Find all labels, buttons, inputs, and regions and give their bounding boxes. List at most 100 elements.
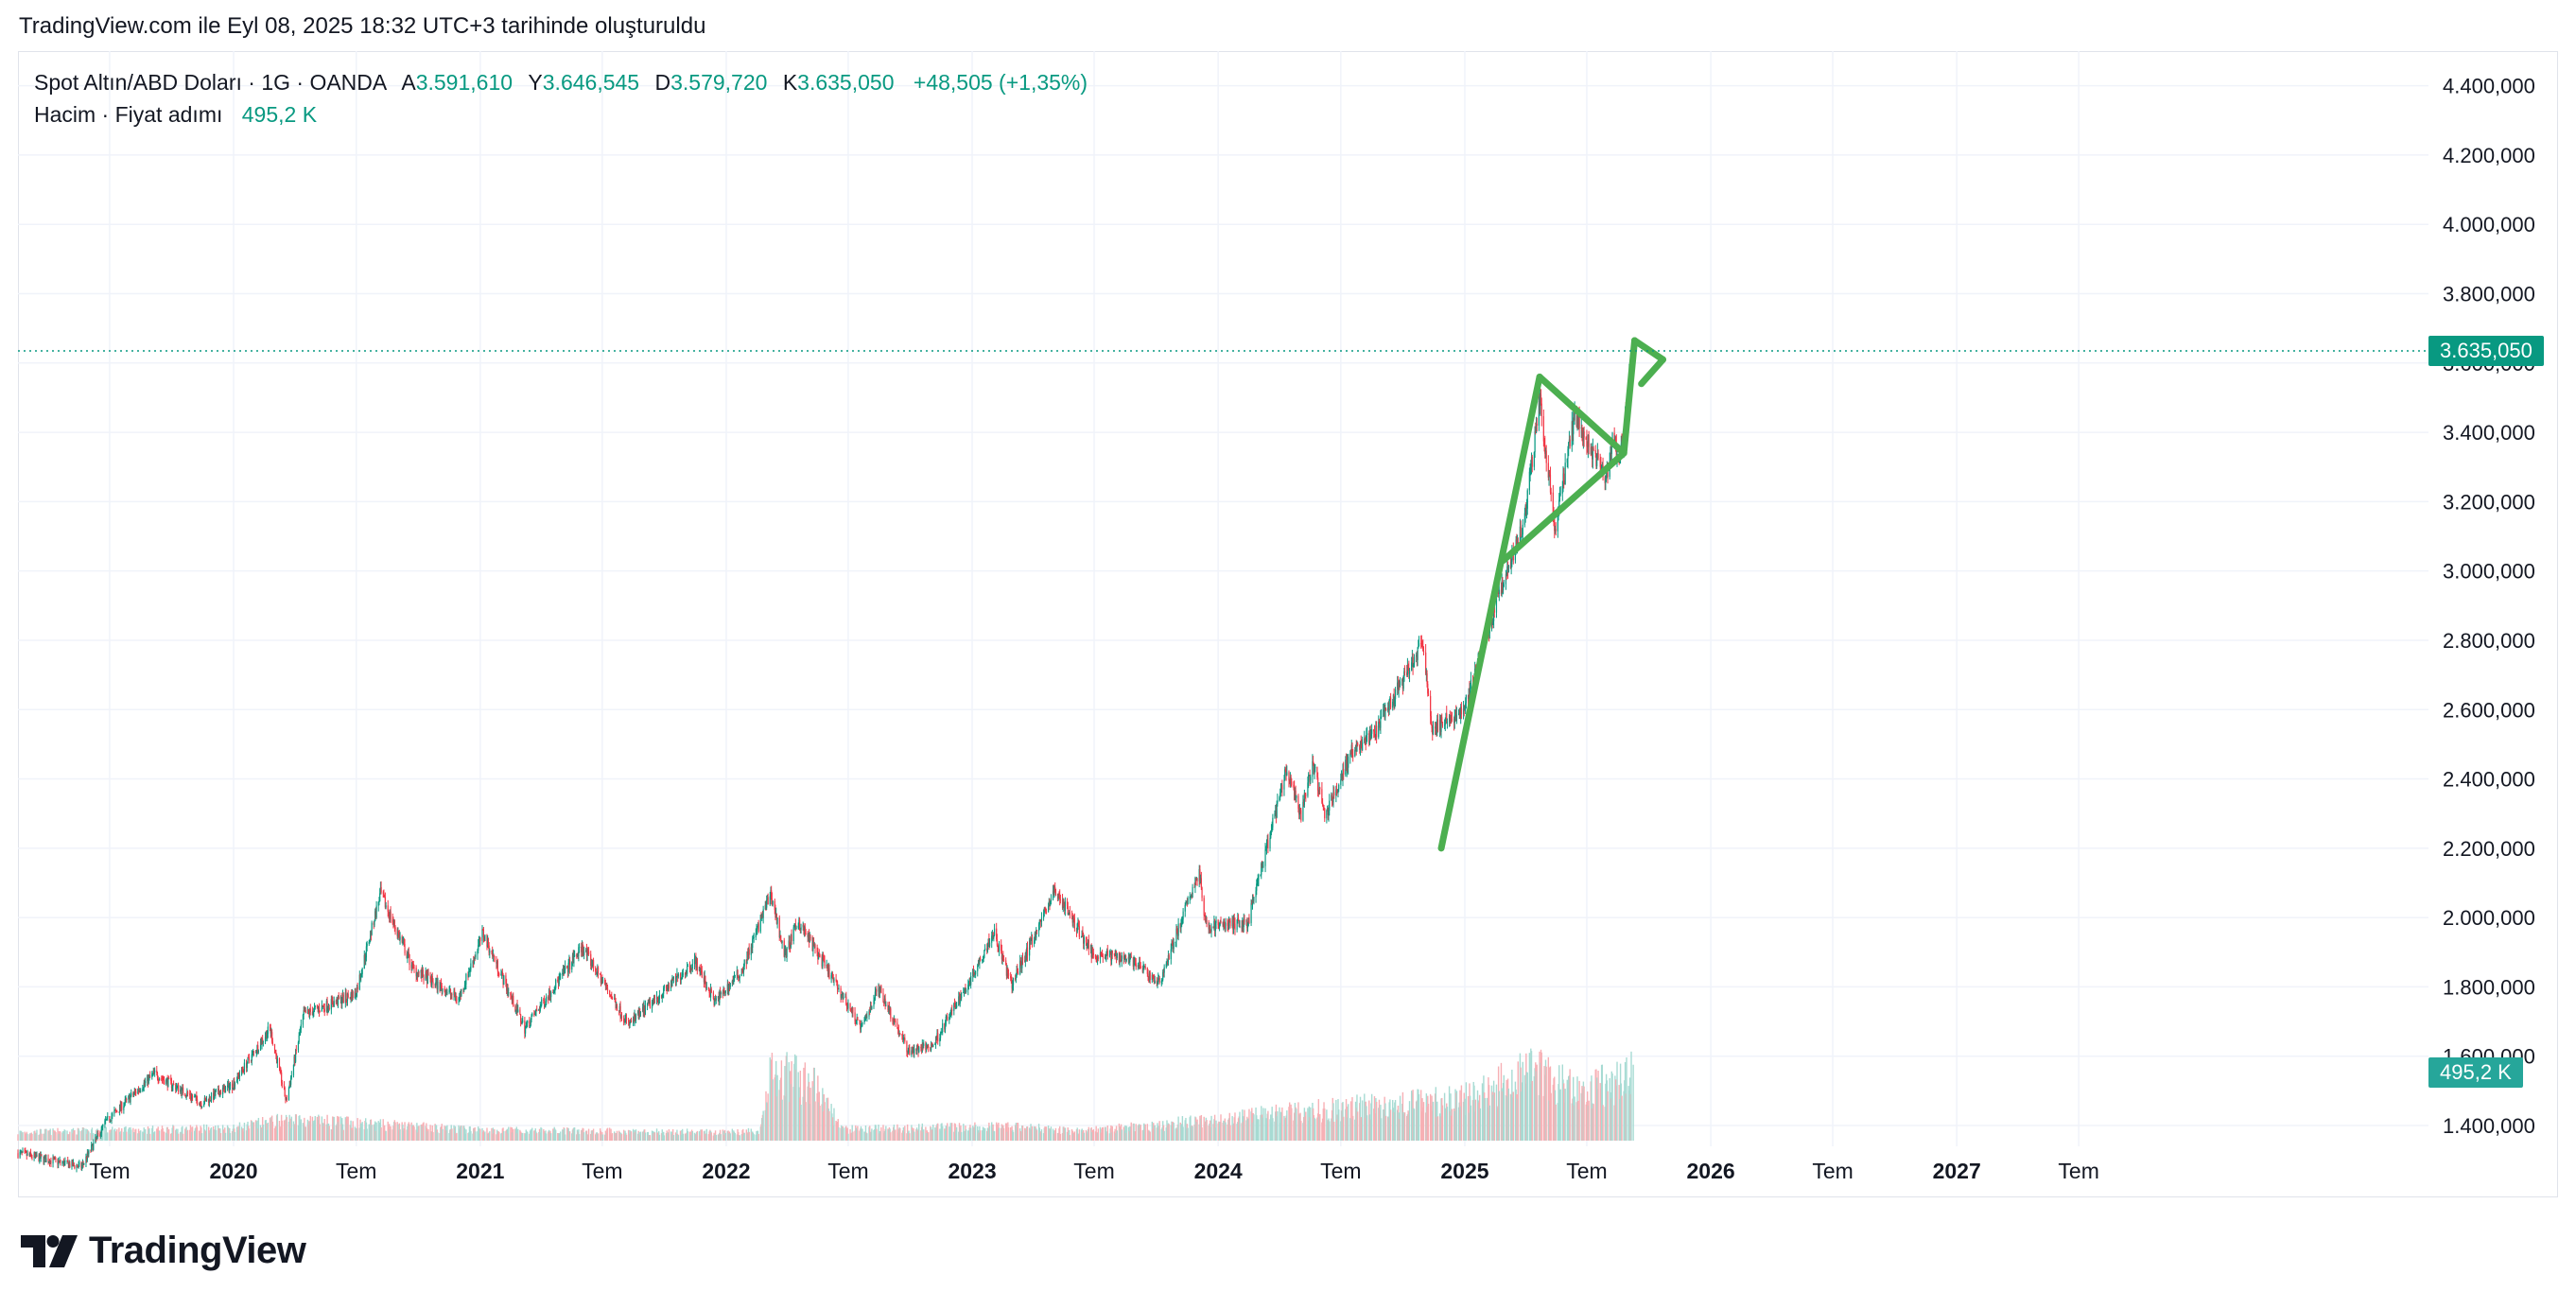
volume-bar (1471, 1100, 1474, 1141)
volume-bar (1424, 1112, 1427, 1141)
candle-body (318, 1007, 321, 1012)
candle-body (860, 1021, 862, 1030)
volume-bar (805, 1102, 807, 1141)
volume-bar (1422, 1107, 1424, 1141)
volume-bar (491, 1127, 493, 1141)
candle-body (1047, 906, 1050, 913)
volume-bar (1293, 1120, 1295, 1141)
candle-body (586, 951, 588, 956)
volume-bar (437, 1132, 439, 1141)
candle-body (836, 980, 838, 982)
candle-body (110, 1120, 112, 1122)
volume-bar (1025, 1127, 1027, 1141)
volume-bar (823, 1094, 825, 1141)
volume-bar (73, 1130, 75, 1141)
candle-body (345, 992, 347, 1000)
volume-bar (779, 1079, 781, 1141)
volume-bar (468, 1132, 470, 1141)
candle-body (925, 1043, 927, 1051)
candle-body (456, 999, 458, 1001)
volume-bar (1630, 1051, 1632, 1141)
candle-body (1198, 868, 1200, 881)
volume-bar (712, 1135, 715, 1141)
candle-body (114, 1109, 116, 1111)
volume-bar (587, 1128, 590, 1141)
volume-bar (1175, 1128, 1178, 1141)
candle-body (728, 985, 730, 991)
candle-body (208, 1098, 210, 1103)
candle-body (1237, 917, 1240, 921)
candle-body (1108, 954, 1111, 956)
candle-body (422, 969, 424, 977)
candle-body (611, 997, 613, 999)
volume-bar (691, 1131, 694, 1141)
candle-body (1509, 565, 1512, 568)
candle-body (266, 1032, 268, 1039)
candle-body (1118, 952, 1121, 963)
volume-bar (1583, 1086, 1585, 1141)
candle-body (1526, 490, 1528, 509)
candle-body (40, 1155, 42, 1159)
volume-bar (789, 1071, 792, 1141)
candle-body (875, 989, 877, 992)
volume-bar (1464, 1114, 1467, 1141)
candle-body (766, 899, 768, 908)
volume-bar (1309, 1117, 1311, 1141)
volume-bar (1623, 1091, 1625, 1141)
candle-body (1441, 717, 1443, 723)
volume-bar (709, 1129, 711, 1141)
candle-body (1157, 978, 1159, 982)
candle-body (1313, 760, 1314, 764)
candle-body (68, 1163, 70, 1168)
volume-bar (719, 1129, 722, 1141)
candle-body (755, 934, 757, 938)
candle-body (1026, 947, 1028, 958)
volume-bar (280, 1114, 283, 1141)
volume-bar (595, 1132, 598, 1141)
volume-bar (1204, 1124, 1206, 1141)
candle-body (993, 935, 995, 939)
volume-bar (172, 1126, 175, 1141)
candle-body (893, 1021, 895, 1023)
volume-bar (1264, 1108, 1266, 1141)
candle-body (842, 994, 844, 999)
candle-body (432, 981, 434, 985)
candle-body (1490, 622, 1493, 629)
candle-body (629, 1022, 631, 1025)
candle-body (1179, 923, 1181, 929)
candle-body (961, 992, 963, 999)
volume-bar (811, 1081, 813, 1141)
volume-bar (1383, 1109, 1384, 1141)
volume-bar (1026, 1126, 1028, 1141)
candle-body (450, 993, 452, 995)
chart-canvas[interactable]: 1.400,0001.600,0001.800,0002.000,0002.20… (0, 0, 2576, 1220)
volume-bar (601, 1134, 604, 1141)
volume-bar (812, 1086, 814, 1141)
volume-bar (135, 1128, 137, 1141)
candle-body (1431, 724, 1433, 729)
volume-bar (1427, 1103, 1430, 1141)
candle-body (1439, 720, 1441, 732)
volume-bar (1206, 1120, 1208, 1141)
candle-body (748, 949, 750, 955)
volume-bar (838, 1126, 840, 1141)
candle-body (928, 1045, 930, 1048)
volume-bar (1078, 1129, 1081, 1141)
volume-bar (1228, 1112, 1230, 1141)
volume-bar (1619, 1063, 1622, 1141)
candle-body (406, 953, 408, 959)
volume-bar (693, 1132, 696, 1141)
volume-bar (107, 1132, 109, 1141)
volume-bar (941, 1126, 944, 1141)
volume-bar (297, 1125, 300, 1141)
volume-bar (488, 1132, 490, 1141)
candle-body (644, 1005, 647, 1015)
volume-bar (1296, 1108, 1297, 1141)
volume-bar (705, 1133, 707, 1141)
candle-body (304, 1010, 305, 1012)
volume-bar (100, 1134, 103, 1141)
volume-bar (1056, 1132, 1059, 1141)
volume-bar (1208, 1126, 1210, 1141)
volume-bar (1001, 1124, 1003, 1141)
candle-body (294, 1049, 297, 1062)
